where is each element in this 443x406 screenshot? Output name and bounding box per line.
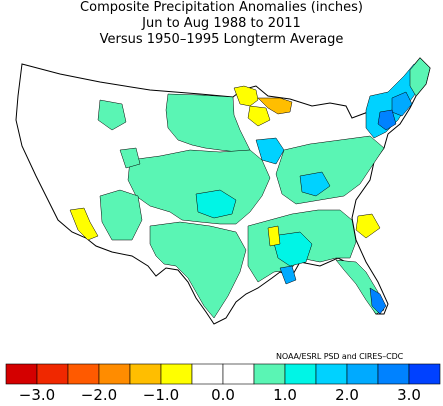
map-period: Jun to Aug 1988 to 2011 xyxy=(142,16,301,31)
region-texas-wet xyxy=(149,221,247,319)
region-maine-wet xyxy=(409,57,431,97)
region-gulf-coast-wet4 xyxy=(279,265,297,285)
region-iowa-wet3 xyxy=(255,137,285,165)
legend-swatch xyxy=(346,363,379,385)
legend-tick-label: −1.0 xyxy=(142,386,180,404)
legend-tick-label: 3.0 xyxy=(397,386,421,404)
legend-swatch xyxy=(408,363,441,385)
region-kentucky-wet3 xyxy=(299,171,331,197)
legend-swatch xyxy=(315,363,348,385)
region-new-mexico-wet xyxy=(99,189,143,241)
region-georgia-dry xyxy=(355,213,381,239)
region-minnesota-dry xyxy=(233,85,259,107)
region-south-florida-wet5 xyxy=(369,287,387,315)
legend-swatch xyxy=(253,363,286,385)
region-arkansas-dry xyxy=(267,225,281,247)
region-louisiana-wet2 xyxy=(271,231,313,267)
region-wisconsin-dry-2 xyxy=(247,105,271,127)
legend-tick-label: 1.0 xyxy=(273,386,297,404)
map-baseline: Versus 1950–1995 Longterm Average xyxy=(99,32,344,47)
us-precipitation-map xyxy=(15,57,431,325)
legend-swatch xyxy=(129,363,162,385)
region-kansas-wet2 xyxy=(195,189,237,219)
legend-swatch xyxy=(284,363,317,385)
region-northern-plains-wet xyxy=(165,93,251,153)
legend-swatch xyxy=(377,363,410,385)
legend-tick-label: 2.0 xyxy=(335,386,359,404)
region-arizona-dry xyxy=(69,207,99,241)
region-new-york-wet5 xyxy=(377,109,397,131)
color-legend xyxy=(5,363,441,385)
legend-swatch xyxy=(191,363,224,385)
legend-swatch xyxy=(67,363,100,385)
legend-swatch xyxy=(36,363,69,385)
legend-tick-label: −2.0 xyxy=(80,386,118,404)
region-vermont-wet4 xyxy=(391,91,413,117)
legend-swatch xyxy=(160,363,193,385)
legend-tick-label: −3.0 xyxy=(18,386,56,404)
legend-swatch xyxy=(98,363,131,385)
legend-swatch xyxy=(222,363,255,385)
region-wisconsin-dry xyxy=(257,97,293,115)
legend-swatch xyxy=(5,363,38,385)
region-montana-wet xyxy=(97,99,127,131)
region-colorado-wet xyxy=(119,147,141,169)
map-title: Composite Precipitation Anomalies (inche… xyxy=(80,0,363,15)
data-credit: NOAA/ESRL PSD and CIRES–CDC xyxy=(276,352,404,361)
legend-tick-label: 0.0 xyxy=(211,386,235,404)
